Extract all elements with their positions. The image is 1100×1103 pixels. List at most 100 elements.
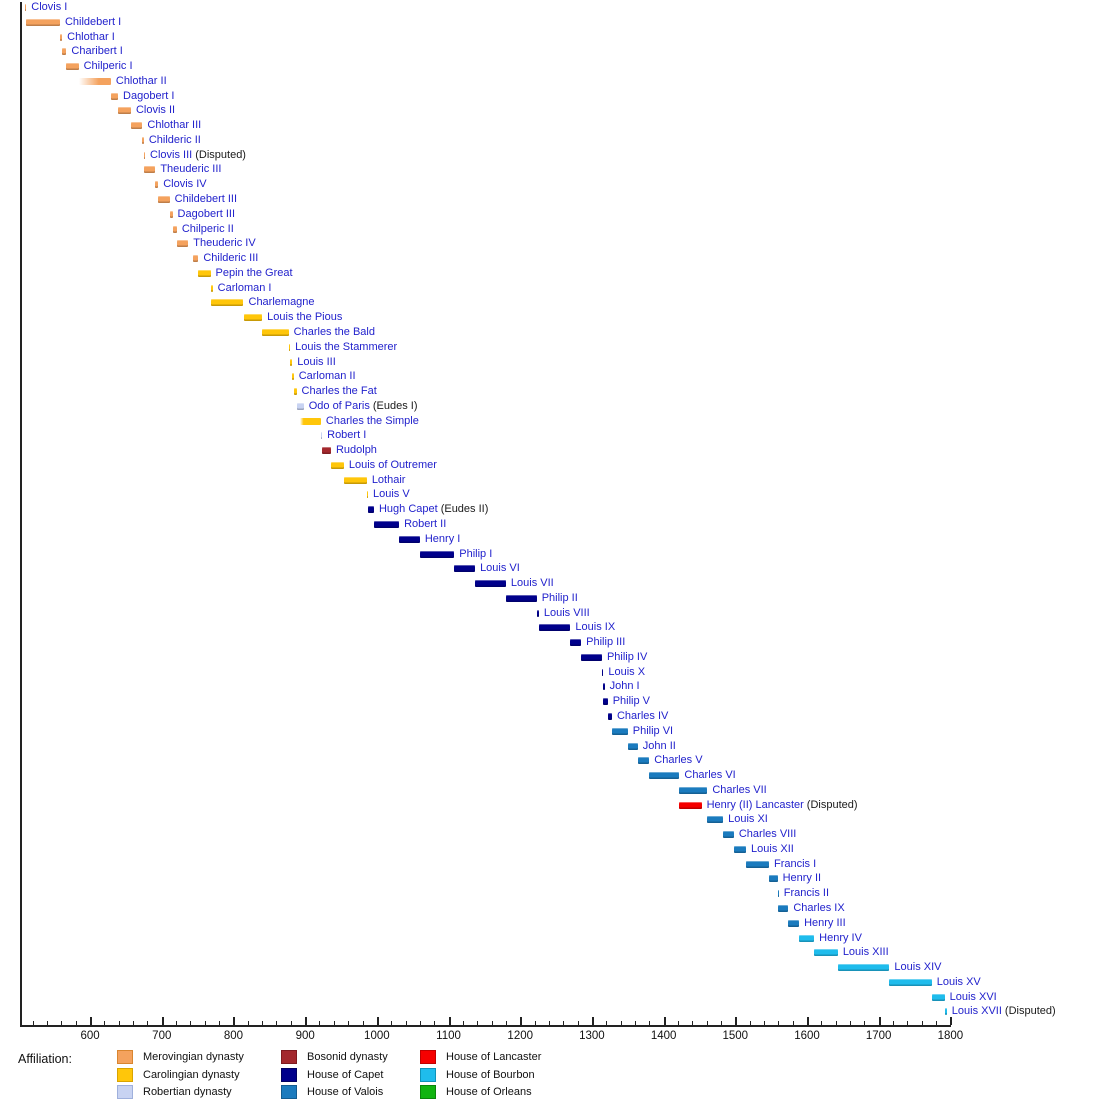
reign-bar [837,964,890,972]
reign-label: Louis XI [728,813,768,826]
legend-swatch-bosonid [281,1050,297,1064]
reign-bar [788,919,800,927]
monarch-name: Childebert I [64,15,122,28]
reign-label: Robert II [404,518,446,531]
monarch-name: Louis XVII [951,1005,1002,1018]
reign-label: Clovis I [31,1,67,14]
legend-label-bourbon: House of Bourbon [446,1069,535,1081]
reign-label: Charles IV [617,710,668,723]
axis-minor-tick [262,1021,264,1025]
axis-minor-tick [720,1021,722,1025]
axis-minor-tick [176,1021,178,1025]
monarch-note: (Disputed) [1004,1005,1056,1018]
axis-minor-tick [936,1021,938,1025]
reign-bar [475,580,506,588]
reign-bar [889,978,932,986]
reign-bar [158,196,170,204]
axis-major-tick [735,1017,738,1025]
reign-label: Henry III [804,917,846,930]
reign-bar [243,314,263,322]
axis-minor-tick [477,1021,479,1025]
legend-label-lancaster: House of Lancaster [446,1051,542,1063]
reign-bar [26,18,60,26]
axis-minor-tick [563,1021,565,1025]
axis-minor-tick [921,1021,923,1025]
monarch-name: Robert II [404,517,447,530]
reign-bar [505,594,537,602]
axis-minor-tick [907,1021,909,1025]
axis-minor-tick [348,1021,350,1025]
axis-minor-tick [677,1021,679,1025]
reign-label: Louis the Pious [267,311,342,324]
reign-bar [601,668,604,676]
legend-swatch-robertian [117,1085,133,1099]
reign-bar [373,520,400,528]
axis-tick-label: 1700 [865,1030,892,1042]
reign-label: Louis XIII [843,946,889,959]
reign-label: Rudolph [336,444,377,457]
reign-bar [603,683,605,691]
axis-minor-tick [75,1021,77,1025]
reign-bar [814,949,838,957]
monarch-name: Charles VIII [738,828,797,841]
reign-bar [210,284,213,292]
monarch-name: John II [642,739,676,752]
axis-minor-tick [290,1021,292,1025]
reign-label: Henry (II) Lancaster (Disputed) [707,799,858,812]
axis-minor-tick [104,1021,106,1025]
monarch-name: Louis the Pious [267,311,343,324]
monarch-name: Hugh Capet [378,503,438,516]
legend-swatch-orleans [420,1085,436,1099]
reign-label: Louis XIV [894,961,941,974]
monarch-name: Louis XV [936,975,981,988]
reign-bar [290,358,293,366]
monarch-name: Louis XI [728,813,768,826]
reign-label: Louis the Stammerer [295,341,397,354]
reign-bar [931,993,945,1001]
reign-label: Charlemagne [249,296,315,309]
reign-bar [768,875,778,883]
reign-bar [66,63,79,71]
axis-tick-label: 900 [295,1030,315,1042]
monarch-note: (Eudes I) [372,399,418,412]
reign-label: Charibert I [71,45,122,58]
monarch-name: Louis III [297,355,336,368]
axis-minor-tick [333,1021,335,1025]
monarch-name: Charles VI [684,769,736,782]
reign-bar [78,77,111,85]
monarch-name: Childebert III [174,193,238,206]
reign-label: Charles VII [712,784,766,797]
legend-label-orleans: House of Orleans [446,1086,532,1098]
reign-bar [320,432,323,440]
reign-label: Charles the Fat [302,385,377,398]
reign-label: Philip II [542,592,578,605]
monarch-name: Pepin the Great [215,266,293,279]
reign-label: Theuderic IV [193,237,255,250]
monarch-name: Louis XII [751,842,794,855]
monarch-name: Charles VII [712,783,767,796]
axis-minor-tick [864,1021,866,1025]
axis-minor-tick [219,1021,221,1025]
axis-minor-tick [47,1021,49,1025]
reign-bar [366,491,368,499]
monarch-name: Louis the Stammerer [295,340,398,353]
axis-tick-label: 1000 [364,1030,390,1042]
reign-label: Theuderic III [160,163,221,176]
axis-tick-label: 1800 [937,1030,964,1042]
axis-minor-tick [434,1021,436,1025]
monarch-name: Chlothar I [67,30,115,43]
reign-label: Louis XII [751,843,794,856]
monarch-name: Chilperic II [181,222,234,235]
axis-minor-tick [821,1021,823,1025]
reign-bar [419,550,455,558]
axis-minor-tick [405,1021,407,1025]
axis-minor-tick [505,1021,507,1025]
axis-minor-tick [706,1021,708,1025]
reign-bar [679,786,708,794]
axis-minor-tick [391,1021,393,1025]
axis-major-tick [878,1017,881,1025]
legend-title: Affiliation: [18,1052,72,1066]
reign-bar [262,328,289,336]
monarch-name: Louis of Outremer [348,458,437,471]
